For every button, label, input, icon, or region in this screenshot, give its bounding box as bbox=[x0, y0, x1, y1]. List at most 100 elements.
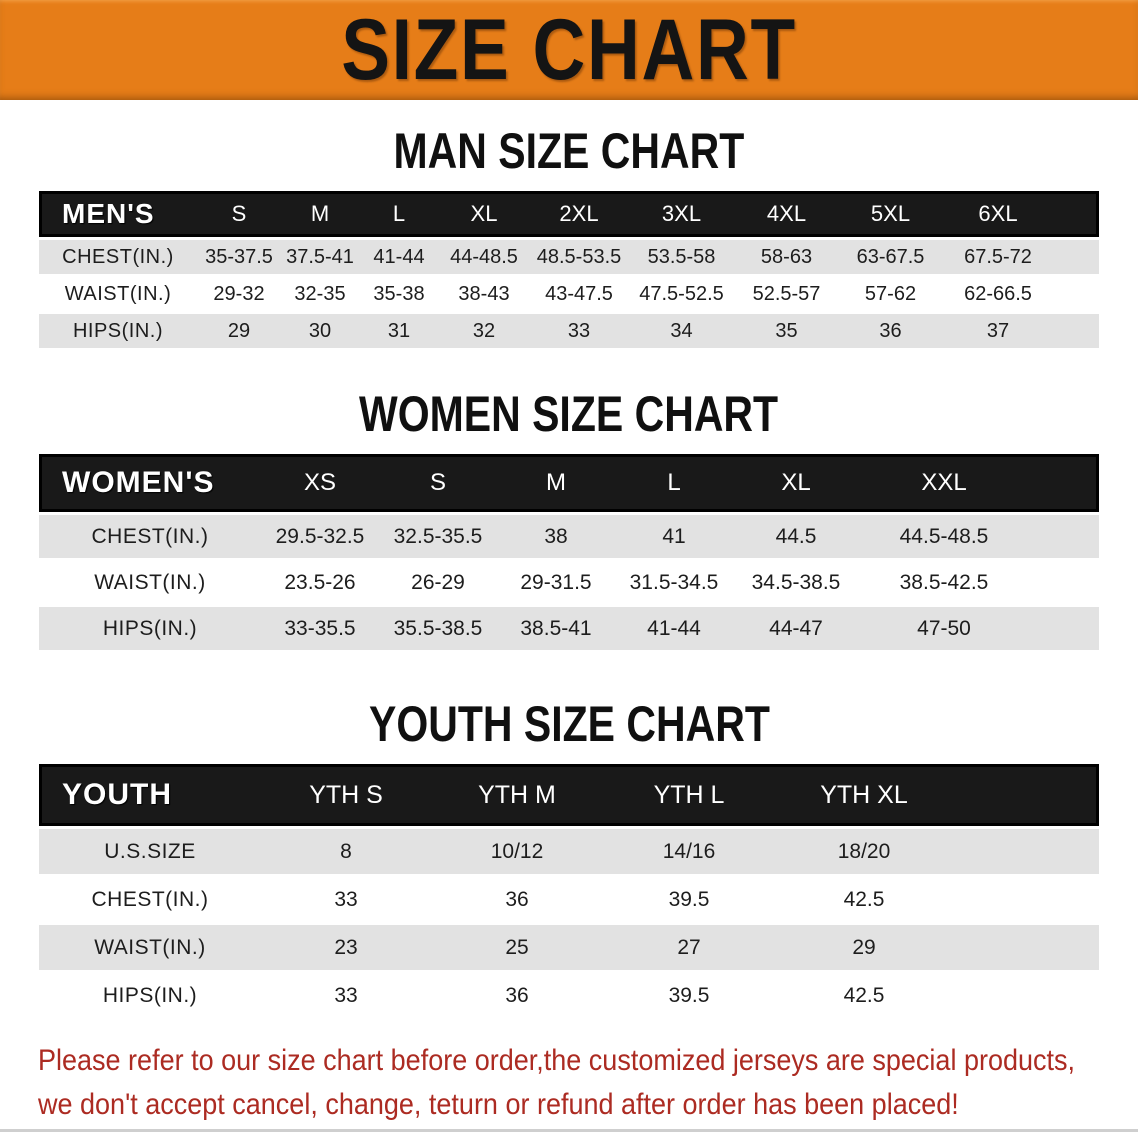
row-label: HIPS(IN.) bbox=[39, 973, 261, 1018]
size-cell: 38-43 bbox=[439, 277, 529, 311]
men-col-header: 3XL bbox=[629, 191, 734, 237]
mens-header-row: MEN'S S M L XL 2XL 3XL 4XL 5XL 6XL bbox=[39, 191, 1099, 237]
size-cell: 38 bbox=[497, 515, 615, 558]
cell-filler bbox=[953, 829, 1099, 874]
youth-section-heading: YOUTH SIZE CHART bbox=[368, 696, 770, 752]
size-cell: 27 bbox=[603, 925, 775, 970]
mens-group-label: MEN'S bbox=[39, 191, 197, 237]
size-cell: 8 bbox=[261, 829, 431, 874]
size-cell: 44.5-48.5 bbox=[859, 515, 1029, 558]
size-cell: 35-38 bbox=[359, 277, 439, 311]
men-col-header: 6XL bbox=[942, 191, 1054, 237]
youth-col-header: YTH M bbox=[431, 764, 603, 826]
men-section-heading: MAN SIZE CHART bbox=[393, 123, 745, 179]
men-col-header: 4XL bbox=[734, 191, 839, 237]
size-cell: 23.5-26 bbox=[261, 561, 379, 604]
women-col-header: XS bbox=[261, 454, 379, 512]
size-cell: 34.5-38.5 bbox=[733, 561, 859, 604]
disclaimer: Please refer to our size chart before or… bbox=[38, 1039, 1138, 1127]
size-cell: 36 bbox=[839, 314, 942, 348]
size-cell: 26-29 bbox=[379, 561, 497, 604]
size-cell: 33 bbox=[261, 973, 431, 1018]
size-cell: 36 bbox=[431, 877, 603, 922]
size-cell: 37 bbox=[942, 314, 1054, 348]
cell-filler bbox=[1054, 314, 1099, 348]
size-cell: 35-37.5 bbox=[197, 240, 281, 274]
size-cell: 33 bbox=[261, 877, 431, 922]
size-cell: 35 bbox=[734, 314, 839, 348]
size-cell: 32.5-35.5 bbox=[379, 515, 497, 558]
size-cell: 44-47 bbox=[733, 607, 859, 650]
size-cell: 41-44 bbox=[615, 607, 733, 650]
size-cell: 10/12 bbox=[431, 829, 603, 874]
size-cell: 32-35 bbox=[281, 277, 359, 311]
men-col-header: L bbox=[359, 191, 439, 237]
header-filler bbox=[1029, 454, 1099, 512]
size-cell: 29-31.5 bbox=[497, 561, 615, 604]
size-cell: 44-48.5 bbox=[439, 240, 529, 274]
disclaimer-line-2: we don't accept cancel, change, teturn o… bbox=[38, 1088, 959, 1121]
size-cell: 33 bbox=[529, 314, 629, 348]
size-cell: 58-63 bbox=[734, 240, 839, 274]
cell-filler bbox=[953, 973, 1099, 1018]
youth-group-label: YOUTH bbox=[39, 764, 261, 826]
size-cell: 62-66.5 bbox=[942, 277, 1054, 311]
youth-col-header: YTH S bbox=[261, 764, 431, 826]
cell-filler bbox=[953, 925, 1099, 970]
men-col-header: 2XL bbox=[529, 191, 629, 237]
size-cell: 29 bbox=[197, 314, 281, 348]
size-cell: 34 bbox=[629, 314, 734, 348]
size-cell: 39.5 bbox=[603, 973, 775, 1018]
size-cell: 63-67.5 bbox=[839, 240, 942, 274]
womens-hips-row: HIPS(IN.) 33-35.5 35.5-38.5 38.5-41 41-4… bbox=[39, 607, 1099, 650]
size-cell: 33-35.5 bbox=[261, 607, 379, 650]
men-col-header: M bbox=[281, 191, 359, 237]
size-cell: 37.5-41 bbox=[281, 240, 359, 274]
size-cell: 57-62 bbox=[839, 277, 942, 311]
size-cell: 43-47.5 bbox=[529, 277, 629, 311]
size-cell: 53.5-58 bbox=[629, 240, 734, 274]
women-col-header: S bbox=[379, 454, 497, 512]
size-cell: 35.5-38.5 bbox=[379, 607, 497, 650]
size-cell: 32 bbox=[439, 314, 529, 348]
mens-waist-row: WAIST(IN.) 29-32 32-35 35-38 38-43 43-47… bbox=[39, 277, 1099, 311]
size-cell: 67.5-72 bbox=[942, 240, 1054, 274]
womens-header-row: WOMEN'S XS S M L XL XXL bbox=[39, 454, 1099, 512]
mens-hips-row: HIPS(IN.) 29 30 31 32 33 34 35 36 37 bbox=[39, 314, 1099, 348]
row-label: HIPS(IN.) bbox=[39, 314, 197, 348]
cell-filler bbox=[1029, 561, 1099, 604]
womens-waist-row: WAIST(IN.) 23.5-26 26-29 29-31.5 31.5-34… bbox=[39, 561, 1099, 604]
size-cell: 36 bbox=[431, 973, 603, 1018]
youth-chest-row: CHEST(IN.) 33 36 39.5 42.5 bbox=[39, 877, 1099, 922]
size-cell: 29.5-32.5 bbox=[261, 515, 379, 558]
women-section-heading: WOMEN SIZE CHART bbox=[359, 386, 779, 442]
size-cell: 41 bbox=[615, 515, 733, 558]
youth-ussize-row: U.S.SIZE 8 10/12 14/16 18/20 bbox=[39, 829, 1099, 874]
womens-size-table: WOMEN'S XS S M L XL XXL CHEST(IN.) 29.5-… bbox=[39, 451, 1099, 653]
disclaimer-line-1: Please refer to our size chart before or… bbox=[38, 1044, 1076, 1077]
mens-chest-row: CHEST(IN.) 35-37.5 37.5-41 41-44 44-48.5… bbox=[39, 240, 1099, 274]
size-cell: 47.5-52.5 bbox=[629, 277, 734, 311]
size-cell: 18/20 bbox=[775, 829, 953, 874]
size-cell: 29-32 bbox=[197, 277, 281, 311]
size-cell: 38.5-41 bbox=[497, 607, 615, 650]
size-cell: 47-50 bbox=[859, 607, 1029, 650]
women-col-header: XL bbox=[733, 454, 859, 512]
row-label: WAIST(IN.) bbox=[39, 277, 197, 311]
youth-header-row: YOUTH YTH S YTH M YTH L YTH XL bbox=[39, 764, 1099, 826]
row-label: WAIST(IN.) bbox=[39, 561, 261, 604]
men-col-header: XL bbox=[439, 191, 529, 237]
size-cell: 39.5 bbox=[603, 877, 775, 922]
cell-filler bbox=[1054, 277, 1099, 311]
row-label: HIPS(IN.) bbox=[39, 607, 261, 650]
women-col-header: XXL bbox=[859, 454, 1029, 512]
size-cell: 25 bbox=[431, 925, 603, 970]
size-cell: 44.5 bbox=[733, 515, 859, 558]
women-col-header: M bbox=[497, 454, 615, 512]
cell-filler bbox=[1054, 240, 1099, 274]
size-cell: 42.5 bbox=[775, 877, 953, 922]
size-cell: 30 bbox=[281, 314, 359, 348]
women-col-header: L bbox=[615, 454, 733, 512]
size-cell: 42.5 bbox=[775, 973, 953, 1018]
cell-filler bbox=[1029, 607, 1099, 650]
